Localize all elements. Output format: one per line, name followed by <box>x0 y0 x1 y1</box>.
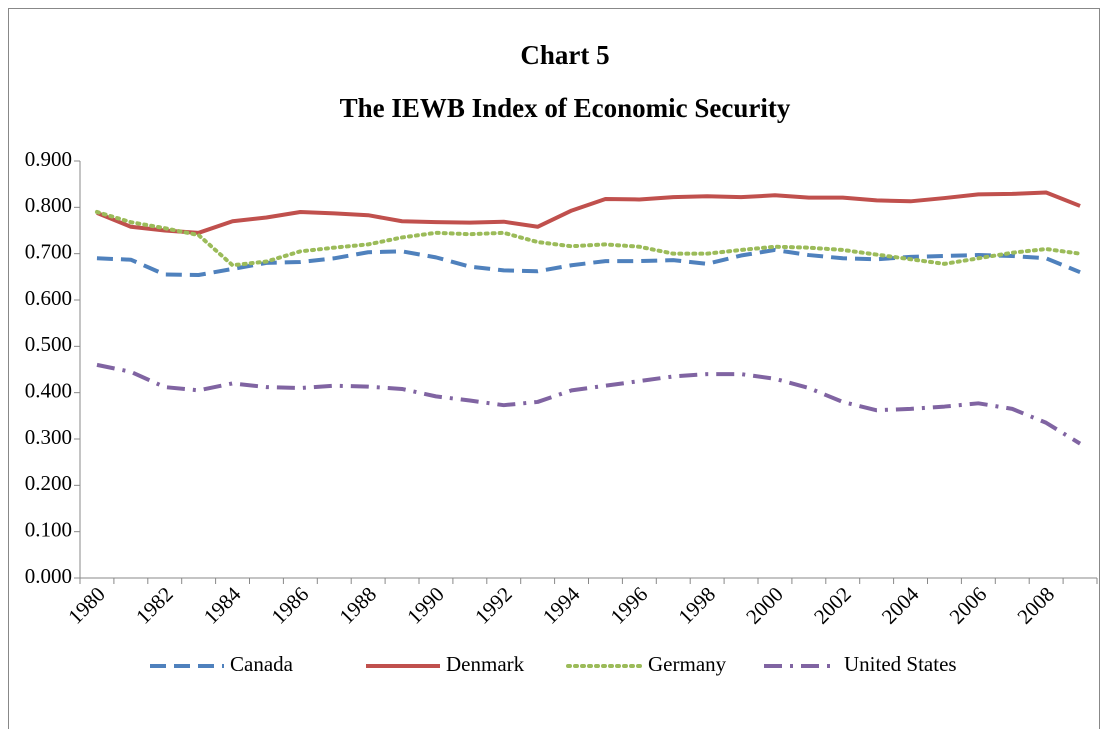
legend-label: United States <box>844 652 957 676</box>
y-tick-label: 0.800 <box>25 193 72 217</box>
legend-label: Canada <box>230 652 294 676</box>
y-tick-label: 0.200 <box>25 471 72 495</box>
y-tick-label: 0.700 <box>25 239 72 263</box>
legend-label: Germany <box>648 652 727 676</box>
legend-label: Denmark <box>446 652 525 676</box>
series-line <box>96 247 1081 277</box>
series-line <box>94 209 1083 268</box>
y-tick-label: 0.400 <box>25 378 72 402</box>
chart-frame <box>8 8 1100 729</box>
y-tick-label: 0.000 <box>25 564 72 588</box>
y-tick-label: 0.600 <box>25 286 72 310</box>
y-tick-label: 0.500 <box>25 332 72 356</box>
y-tick-label: 0.300 <box>25 425 72 449</box>
chart-title: Chart 5 <box>520 40 609 70</box>
y-tick-label: 0.100 <box>25 517 72 541</box>
series-line <box>96 190 1081 235</box>
y-tick-label: 0.900 <box>25 147 72 171</box>
chart-subtitle: The IEWB Index of Economic Security <box>340 93 791 123</box>
